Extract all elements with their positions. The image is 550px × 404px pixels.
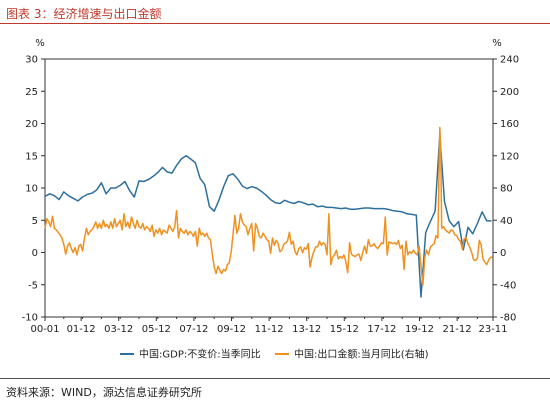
right-tick-label: 0 [500,248,506,259]
left-tick-label: -10 [22,313,38,324]
left-tick-label: -5 [28,280,38,291]
left-tick-label: 10 [25,184,38,195]
x-tick-label: 17-12 [367,324,396,335]
left-tick-label: 5 [32,216,38,227]
right-tick-label: 240 [500,55,519,66]
left-tick-label: 0 [32,248,38,259]
series-layer [44,126,493,298]
left-tick-label: 20 [25,119,38,130]
x-tick-label: 03-12 [104,324,133,335]
right-tick-label: 200 [500,87,519,98]
x-tick-label: 07-12 [179,324,208,335]
figure-title: 图表 3：经济增速与出口金额 [6,7,162,21]
axes-layer: % % -10 -5 0 5 10 15 20 25 30 -80 -40 0 40 80 120 160 200 2… [22,38,519,335]
legend-layer: 中国:GDP:不变价:当季同比 中国:出口金额:当月同比(右轴) [120,348,429,361]
line-chart: % % -10 -5 0 5 10 15 20 25 30 -80 -40 0 40 80 120 160 200 2… [22,38,519,361]
legend-label: 中国:GDP:不变价:当季同比 [139,348,261,361]
right-tick-label: 120 [500,151,519,162]
right-tick-label: 160 [500,119,519,130]
right-tick-label: 80 [500,184,513,195]
left-tick-label: 25 [25,87,38,98]
right-tick-label: 40 [500,216,513,227]
left-axis-unit: % [35,38,45,49]
x-tick-label: 23-11 [478,324,507,335]
right-axis-unit: % [492,38,502,49]
left-tick-label: 30 [25,55,38,66]
x-tick-label: 21-12 [443,324,472,335]
right-tick-label: -40 [500,280,516,291]
x-tick-label: 15-12 [330,324,359,335]
x-tick-label: 00-01 [30,324,59,335]
x-tick-label: 09-12 [217,324,246,335]
right-tick-label: -80 [500,313,516,324]
source-note: 资料来源：WIND，源达信息证券研究所 [6,386,202,399]
legend-label: 中国:出口金额:当月同比(右轴) [294,348,429,361]
x-tick-label: 13-12 [292,324,321,335]
series-line-export [44,126,493,286]
series-line-gdp [44,133,492,298]
source-rule [0,378,550,379]
title-rule [0,23,550,24]
x-tick-label: 01-12 [67,324,96,335]
left-tick-label: 15 [25,151,38,162]
x-tick-label: 05-12 [142,324,171,335]
x-tick-label: 11-12 [255,324,284,335]
x-tick-label: 19-12 [405,324,434,335]
